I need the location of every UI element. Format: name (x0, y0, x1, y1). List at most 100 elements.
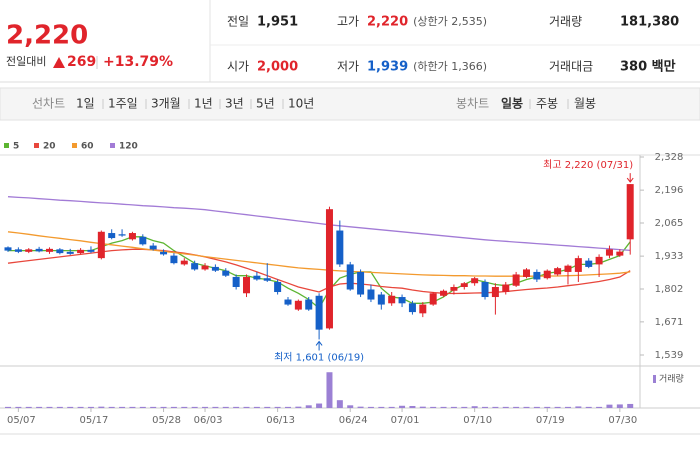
volume-bar (305, 405, 312, 408)
volume-bar (295, 406, 302, 408)
candle-period-tab[interactable]: 일봉 (501, 97, 523, 111)
volume-bar (544, 406, 551, 408)
candle-body (170, 255, 178, 264)
candle-body (201, 265, 209, 270)
period-tab[interactable]: 1일 (76, 97, 95, 111)
legend-label: 60 (81, 142, 94, 152)
candle-body (502, 284, 510, 293)
candle-body (253, 275, 261, 280)
stat-note: (상한가 2,535) (413, 15, 487, 28)
candle-body (471, 278, 479, 284)
stat-label: 저가 (337, 60, 359, 74)
period-tab[interactable]: 1년 (194, 97, 213, 111)
volume-bar (274, 406, 281, 408)
candle-body (108, 233, 116, 239)
volume-bar (326, 372, 333, 408)
volume-bar (202, 406, 209, 408)
volume-bar (482, 406, 489, 408)
candle-period-tab[interactable]: 주봉 (536, 97, 558, 111)
volume-bar (212, 406, 219, 408)
volume-bar (409, 405, 416, 408)
change-rate: +13.79% (103, 54, 173, 70)
candle-body (346, 264, 354, 290)
x-tick-label: 07/01 (391, 415, 420, 426)
volume-bar (606, 404, 613, 408)
up-triangle (53, 57, 65, 68)
candle-body (77, 249, 85, 254)
candle-body (440, 290, 448, 296)
volume-legend-swatch (653, 375, 656, 383)
volume-bar (430, 406, 437, 408)
volume-bar (129, 406, 136, 408)
volume-bar (616, 404, 623, 408)
x-tick-label: 07/30 (608, 415, 637, 426)
y-tick-label: 1,802 (655, 284, 684, 295)
candle-body (325, 209, 333, 329)
volume-bar (513, 406, 520, 408)
candle-body (274, 281, 282, 293)
y-tick-label: 1,539 (655, 350, 684, 361)
change-value: 269 (67, 54, 96, 70)
candle-body (616, 251, 624, 256)
candle-body (56, 249, 64, 254)
candle-body (66, 251, 74, 254)
candle-body (408, 303, 416, 313)
candle-body (574, 258, 582, 272)
volume-bar (139, 406, 146, 408)
candle-body (87, 249, 95, 252)
stat-label: 거래대금 (549, 60, 593, 74)
candle-body (605, 249, 613, 256)
stat-note: (하한가 1,366) (413, 59, 487, 73)
volume-bar (36, 406, 43, 408)
volume-bar (399, 405, 406, 408)
candle-body (180, 260, 188, 265)
volume-bar (264, 406, 271, 408)
volume-bar (316, 403, 323, 408)
x-tick-label: 06/03 (194, 415, 223, 426)
candle-chart-label: 봉차트 (456, 97, 489, 111)
volume-bar (181, 406, 188, 408)
candle-body (191, 263, 199, 270)
candle-body (232, 276, 240, 287)
volume-bar (336, 400, 343, 408)
stat-label: 전일 (227, 15, 249, 29)
volume-bar (596, 406, 603, 408)
volume-bar (523, 406, 530, 408)
volume-bar (564, 406, 571, 408)
x-tick-label: 05/17 (80, 415, 109, 426)
candle-body (450, 286, 458, 291)
x-tick-label: 05/07 (7, 415, 36, 426)
y-tick-label: 2,196 (655, 185, 684, 196)
volume-bar (347, 405, 354, 408)
candle-body (595, 256, 603, 265)
volume-bar (160, 406, 167, 408)
tab-bar (0, 87, 700, 121)
stat-label: 거래량 (549, 15, 582, 29)
period-tab[interactable]: 3개월 (151, 97, 181, 111)
low-annotation: 최저 1,601 (06/19) (274, 351, 364, 363)
period-tab[interactable]: 3년 (225, 97, 244, 111)
candle-period-tab[interactable]: 월봉 (574, 97, 596, 111)
legend-label: 120 (119, 142, 138, 152)
candle-body (491, 286, 499, 298)
legend-label: 20 (43, 142, 56, 152)
candle-body (211, 266, 219, 271)
candle-body (554, 268, 562, 275)
volume-bar (46, 406, 53, 408)
volume-bar (25, 406, 32, 408)
stat-value: 181,380 (620, 15, 679, 30)
volume-bar (108, 406, 115, 408)
y-tick-label: 1,933 (655, 251, 684, 262)
period-tab[interactable]: 1주일 (108, 97, 138, 111)
volume-bar (98, 406, 105, 408)
period-tab[interactable]: 5년 (256, 97, 275, 111)
candle-body (149, 245, 157, 250)
volume-bar (5, 406, 11, 408)
period-tab[interactable]: 10년 (288, 97, 314, 111)
volume-bar (87, 406, 94, 408)
candle-body (4, 247, 12, 251)
stat-value: 2,000 (257, 60, 298, 75)
volume-bar (378, 406, 385, 408)
volume-bar (170, 406, 177, 408)
